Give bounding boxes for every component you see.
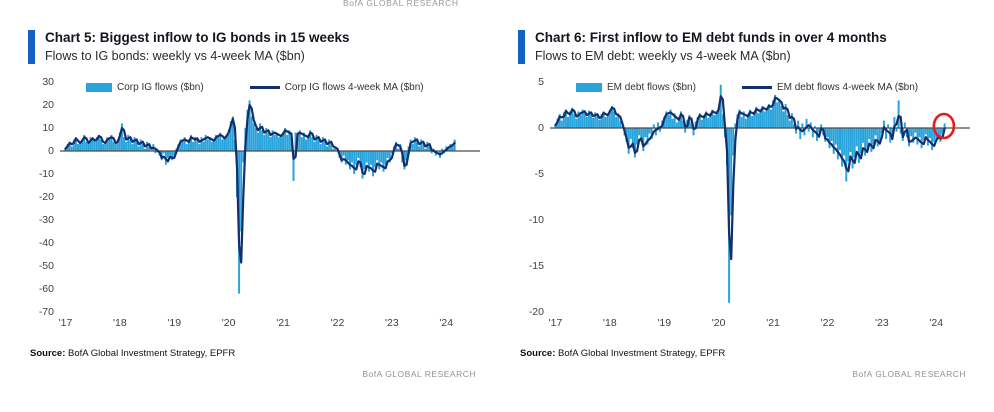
- y-tick-label: -10: [38, 167, 54, 180]
- ma-line-swatch-icon: [249, 86, 280, 89]
- x-tick-label: '19: [167, 316, 182, 329]
- chart5-header: Chart 5: Biggest inflow to IG bonds in 1…: [28, 30, 480, 64]
- x-tick-label: '17: [548, 316, 563, 329]
- x-tick-label: '18: [603, 316, 617, 329]
- chart6-panel: Chart 6: First inflow to EM debt funds i…: [518, 30, 970, 379]
- y-tick-label: 0: [538, 121, 544, 134]
- x-tick-label: '20: [711, 316, 726, 329]
- x-tick-label: '23: [875, 316, 889, 329]
- chart6-source: Source: BofA Global Investment Strategy,…: [518, 348, 970, 359]
- chart6-legend: EM debt flows ($bn) EM debt flows 4-week…: [576, 82, 918, 93]
- legend-item-ma: EM debt flows 4-week MA ($bn): [741, 81, 919, 93]
- chart5-title: Chart 5: Biggest inflow to IG bonds in 1…: [45, 30, 350, 45]
- x-tick-label: '19: [657, 316, 672, 329]
- source-text: BofA Global Investment Strategy, EPFR: [558, 347, 726, 359]
- chart5-subtitle: Flows to IG bonds: weekly vs 4-week MA (…: [45, 48, 305, 63]
- y-tick-label: -50: [38, 259, 54, 272]
- legend-item-flows: EM debt flows ($bn): [576, 82, 696, 93]
- flows-swatch-icon: [576, 82, 602, 92]
- legend-label-flows: Corp IG flows ($bn): [117, 81, 204, 93]
- y-tick-label: 5: [538, 75, 544, 88]
- x-tick-label: '18: [113, 316, 127, 329]
- y-tick-label: -40: [38, 236, 54, 249]
- y-tick-label: -60: [38, 282, 54, 295]
- top-brand-text: BofA GLOBAL RESEARCH: [343, 0, 459, 8]
- ma-line-swatch-icon: [741, 86, 772, 89]
- y-tick-label: -70: [38, 305, 54, 318]
- chart6-subtitle: Flows to EM debt: weekly vs 4-week MA ($…: [535, 48, 791, 63]
- x-tick-label: '17: [58, 316, 73, 329]
- x-tick-label: '22: [330, 316, 345, 329]
- chart6-x-axis: '17 '18 '19 '20 '21 '22 '23 '24: [548, 316, 970, 331]
- legend-label-ma: EM debt flows 4-week MA ($bn): [776, 81, 919, 93]
- chart5-panel: Chart 5: Biggest inflow to IG bonds in 1…: [28, 30, 480, 379]
- chart5-y-axis: 30 20 10 0 -10 -20 -30 -40 -50 -60 -70: [24, 76, 54, 318]
- chart6-header: Chart 6: First inflow to EM debt funds i…: [518, 30, 970, 64]
- chart5-plot-area: 30 20 10 0 -10 -20 -30 -40 -50 -60 -70 Corp IG flo…: [39, 76, 480, 318]
- legend-label-ma: Corp IG flows 4-week MA ($bn): [284, 81, 424, 93]
- chart6-plot-area: 5 0 -5 -10 -15 -20 EM debt flows ($bn) EM deb…: [529, 76, 970, 318]
- x-tick-label: '22: [820, 316, 835, 329]
- chart5-x-axis: '17 '18 '19 '20 '21 '22 '23 '24: [58, 316, 480, 331]
- y-tick-label: 0: [48, 144, 54, 157]
- chart6-y-axis: 5 0 -5 -10 -15 -20: [514, 76, 544, 318]
- y-tick-label: 20: [42, 98, 54, 111]
- source-label: Source:: [30, 347, 66, 359]
- chart6-brand: BofA GLOBAL RESEARCH: [852, 368, 966, 379]
- x-tick-label: '20: [221, 316, 236, 329]
- x-tick-label: '21: [276, 316, 290, 329]
- x-tick-label: '24: [439, 316, 454, 329]
- source-label: Source:: [520, 347, 556, 359]
- legend-item-ma: Corp IG flows 4-week MA ($bn): [249, 81, 424, 93]
- y-tick-label: 30: [42, 75, 54, 88]
- y-tick-label: -20: [38, 190, 54, 203]
- chart5-canvas: [60, 100, 480, 294]
- chart5-brand: BofA GLOBAL RESEARCH: [362, 368, 476, 379]
- y-tick-label: -20: [528, 305, 544, 318]
- y-tick-label: -15: [528, 259, 544, 272]
- source-text: BofA Global Investment Strategy, EPFR: [68, 347, 236, 359]
- x-tick-label: '23: [385, 316, 399, 329]
- chart5-legend: Corp IG flows ($bn) Corp IG flows 4-week…: [86, 82, 424, 93]
- y-tick-label: -30: [38, 213, 54, 226]
- y-tick-label: 10: [42, 121, 54, 134]
- y-tick-label: -10: [528, 213, 544, 226]
- legend-item-flows: Corp IG flows ($bn): [86, 82, 204, 93]
- chart6-canvas: [550, 84, 970, 303]
- x-tick-label: '24: [929, 316, 944, 329]
- highlight-circle-annotation: [932, 112, 956, 140]
- chart5-source: Source: BofA Global Investment Strategy,…: [28, 348, 480, 359]
- legend-label-flows: EM debt flows ($bn): [607, 81, 696, 93]
- x-tick-label: '21: [766, 316, 780, 329]
- chart6-title: Chart 6: First inflow to EM debt funds i…: [535, 30, 887, 45]
- y-tick-label: -5: [534, 167, 544, 180]
- flows-swatch-icon: [86, 82, 112, 92]
